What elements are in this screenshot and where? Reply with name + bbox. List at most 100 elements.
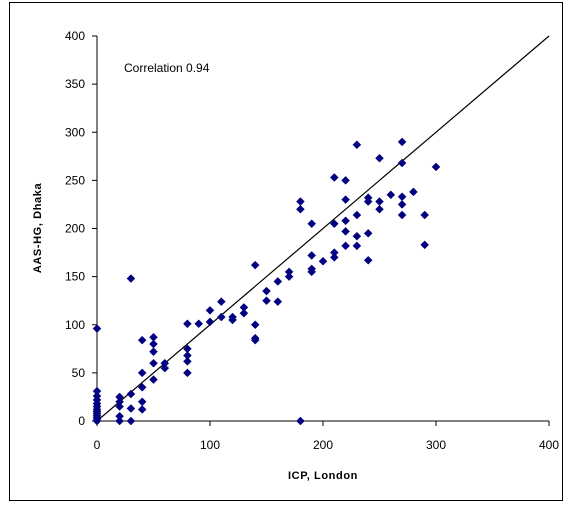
data-point [183,344,192,354]
data-point [341,216,350,226]
data-point [273,277,283,286]
x-tick-label: 0 [94,438,101,452]
data-point [397,192,407,202]
data-point [149,358,158,368]
y-tick-label: 200 [65,222,85,236]
data-point [149,339,158,349]
data-point [149,332,158,342]
data-point [216,297,226,307]
data-point [329,219,339,229]
y-tick-label: 50 [72,366,86,380]
data-point [137,405,147,414]
data-point [352,140,362,150]
x-axis-title: ICP, London [288,470,358,482]
data-point [363,228,373,238]
data-points [92,137,441,426]
x-tick-label: 100 [200,438,220,452]
data-point [420,240,430,250]
data-point [352,231,362,241]
data-point [375,153,384,163]
data-point [160,363,170,373]
data-point [205,317,215,327]
data-point [92,324,102,333]
reference-line [96,35,550,422]
data-point [329,253,339,262]
data-point [397,158,407,168]
data-point [375,204,384,214]
y-tick-label: 400 [65,29,85,43]
data-point [115,411,124,421]
data-point [239,308,249,318]
data-point [92,386,102,396]
data-point [250,320,260,330]
data-point [183,368,192,378]
data-point [273,297,283,307]
data-point [149,347,158,357]
y-tick-label: 0 [78,414,85,428]
data-point [409,187,418,197]
data-point [262,286,271,296]
data-point [262,296,271,306]
data-point [216,312,226,322]
data-point [137,368,147,378]
tick-labels: 0 50 100 150 200 250 300 350 400 0 100 200 300 400 [65,29,559,452]
data-point [250,333,260,343]
data-point [160,358,170,368]
data-point [431,162,441,172]
data-point [194,319,204,329]
data-point [352,241,362,251]
data-point [386,190,396,200]
data-point [115,397,124,407]
data-point [363,255,373,265]
data-point [296,204,305,214]
data-point [126,416,136,426]
data-point [183,319,192,329]
data-point [307,264,317,274]
data-point [284,272,294,281]
data-point [363,193,373,203]
data-point [318,256,328,266]
data-point [115,402,124,411]
data-point [296,197,305,206]
data-point [284,267,294,277]
data-point [92,391,102,401]
y-tick-label: 250 [65,173,85,187]
data-point [307,219,317,229]
data-point [352,210,362,220]
data-point [137,335,147,345]
data-point [341,176,350,185]
data-point [126,404,136,413]
y-tick-label: 350 [65,77,85,91]
y-tick-label: 300 [65,125,85,139]
data-point [183,351,192,360]
data-point [228,312,237,322]
data-point [397,200,407,209]
data-point [205,305,215,315]
data-point [329,248,339,257]
data-point [341,227,350,236]
x-tick-label: 200 [313,438,333,452]
data-point [183,356,192,366]
x-tick-label: 400 [539,438,559,452]
data-point [329,173,339,182]
data-point [115,416,124,426]
data-point [250,260,260,270]
data-point [307,251,317,260]
correlation-annotation: Correlation 0.94 [124,61,210,75]
data-point [126,274,136,283]
data-point [420,210,430,220]
y-tick-label: 100 [65,318,85,332]
y-axis-title: AAS-HG, Dhaka [32,183,44,274]
data-point [239,303,249,312]
x-tick-label: 300 [426,438,446,452]
data-point [137,382,147,392]
reference-line-group [96,35,550,422]
data-point [375,197,384,206]
data-point [397,210,407,220]
data-point [296,416,305,426]
y-tick-label: 150 [65,270,85,284]
data-point [397,137,407,147]
axes [92,35,550,426]
data-point [149,375,158,384]
